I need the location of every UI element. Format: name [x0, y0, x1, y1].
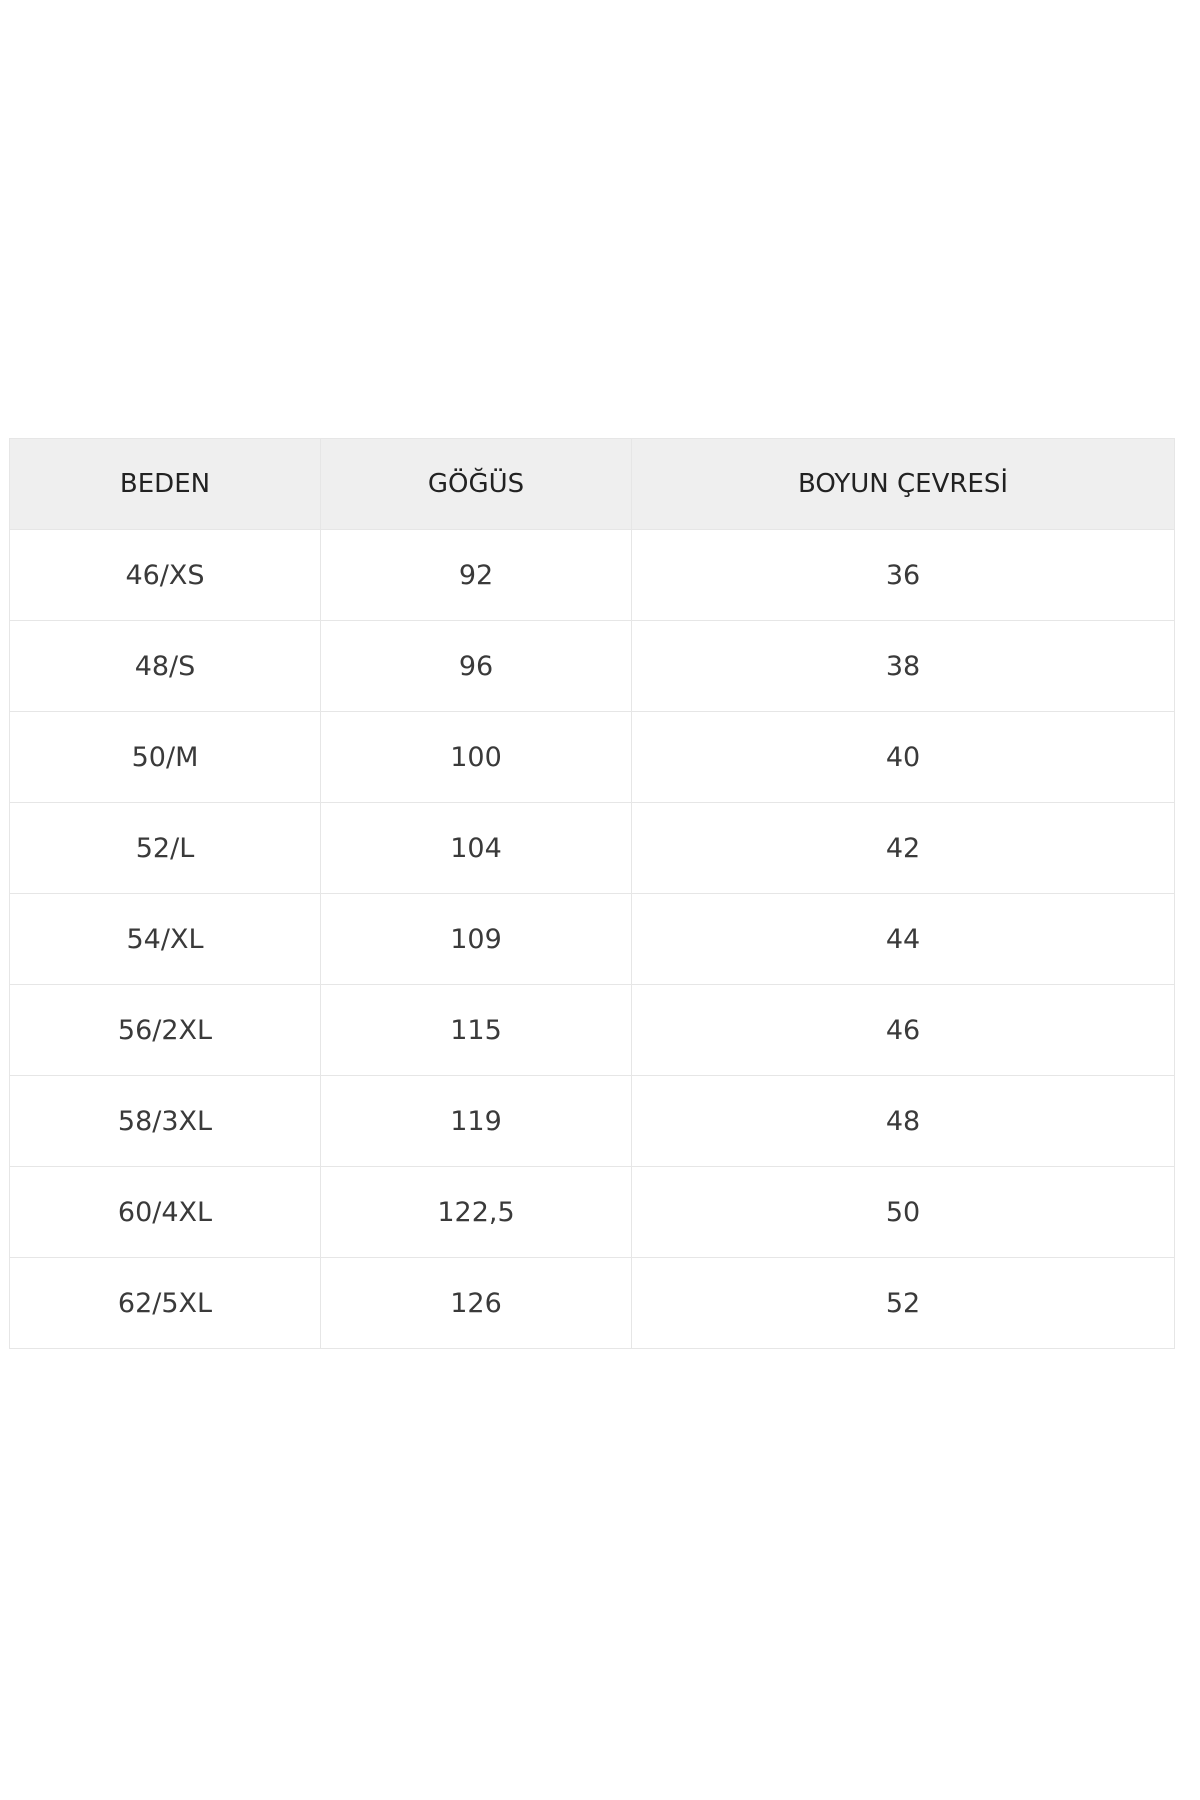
cell-boyun-cevresi: 42 [631, 802, 1175, 894]
cell-boyun-cevresi: 38 [631, 620, 1175, 712]
cell-beden: 62/5XL [9, 1257, 321, 1349]
size-chart-table: BEDEN GÖĞÜS BOYUN ÇEVRESİ 46/XS 92 36 48/S 9… [9, 438, 1175, 1349]
cell-boyun-cevresi: 50 [631, 1166, 1175, 1258]
header-boyun-cevresi: BOYUN ÇEVRESİ [631, 438, 1175, 530]
cell-gogus: 122,5 [320, 1166, 632, 1258]
cell-boyun-cevresi: 40 [631, 711, 1175, 803]
cell-gogus: 109 [320, 893, 632, 985]
table-row: 46/XS 92 36 [9, 529, 1175, 621]
header-gogus: GÖĞÜS [320, 438, 632, 530]
header-beden: BEDEN [9, 438, 321, 530]
table-row: 54/XL 109 44 [9, 893, 1175, 985]
cell-beden: 60/4XL [9, 1166, 321, 1258]
cell-gogus: 126 [320, 1257, 632, 1349]
table-row: 52/L 104 42 [9, 802, 1175, 894]
cell-gogus: 100 [320, 711, 632, 803]
cell-boyun-cevresi: 44 [631, 893, 1175, 985]
table-row: 50/M 100 40 [9, 711, 1175, 803]
cell-beden: 50/M [9, 711, 321, 803]
cell-boyun-cevresi: 46 [631, 984, 1175, 1076]
table-row: 62/5XL 126 52 [9, 1257, 1175, 1349]
table-row: 58/3XL 119 48 [9, 1075, 1175, 1167]
cell-gogus: 96 [320, 620, 632, 712]
cell-gogus: 119 [320, 1075, 632, 1167]
cell-beden: 54/XL [9, 893, 321, 985]
table-row: 56/2XL 115 46 [9, 984, 1175, 1076]
cell-beden: 52/L [9, 802, 321, 894]
cell-boyun-cevresi: 48 [631, 1075, 1175, 1167]
cell-gogus: 115 [320, 984, 632, 1076]
cell-beden: 48/S [9, 620, 321, 712]
table-row: 60/4XL 122,5 50 [9, 1166, 1175, 1258]
cell-boyun-cevresi: 36 [631, 529, 1175, 621]
cell-beden: 58/3XL [9, 1075, 321, 1167]
cell-gogus: 92 [320, 529, 632, 621]
cell-boyun-cevresi: 52 [631, 1257, 1175, 1349]
cell-beden: 56/2XL [9, 984, 321, 1076]
header-row: BEDEN GÖĞÜS BOYUN ÇEVRESİ [9, 438, 1175, 530]
table-row: 48/S 96 38 [9, 620, 1175, 712]
cell-beden: 46/XS [9, 529, 321, 621]
cell-gogus: 104 [320, 802, 632, 894]
